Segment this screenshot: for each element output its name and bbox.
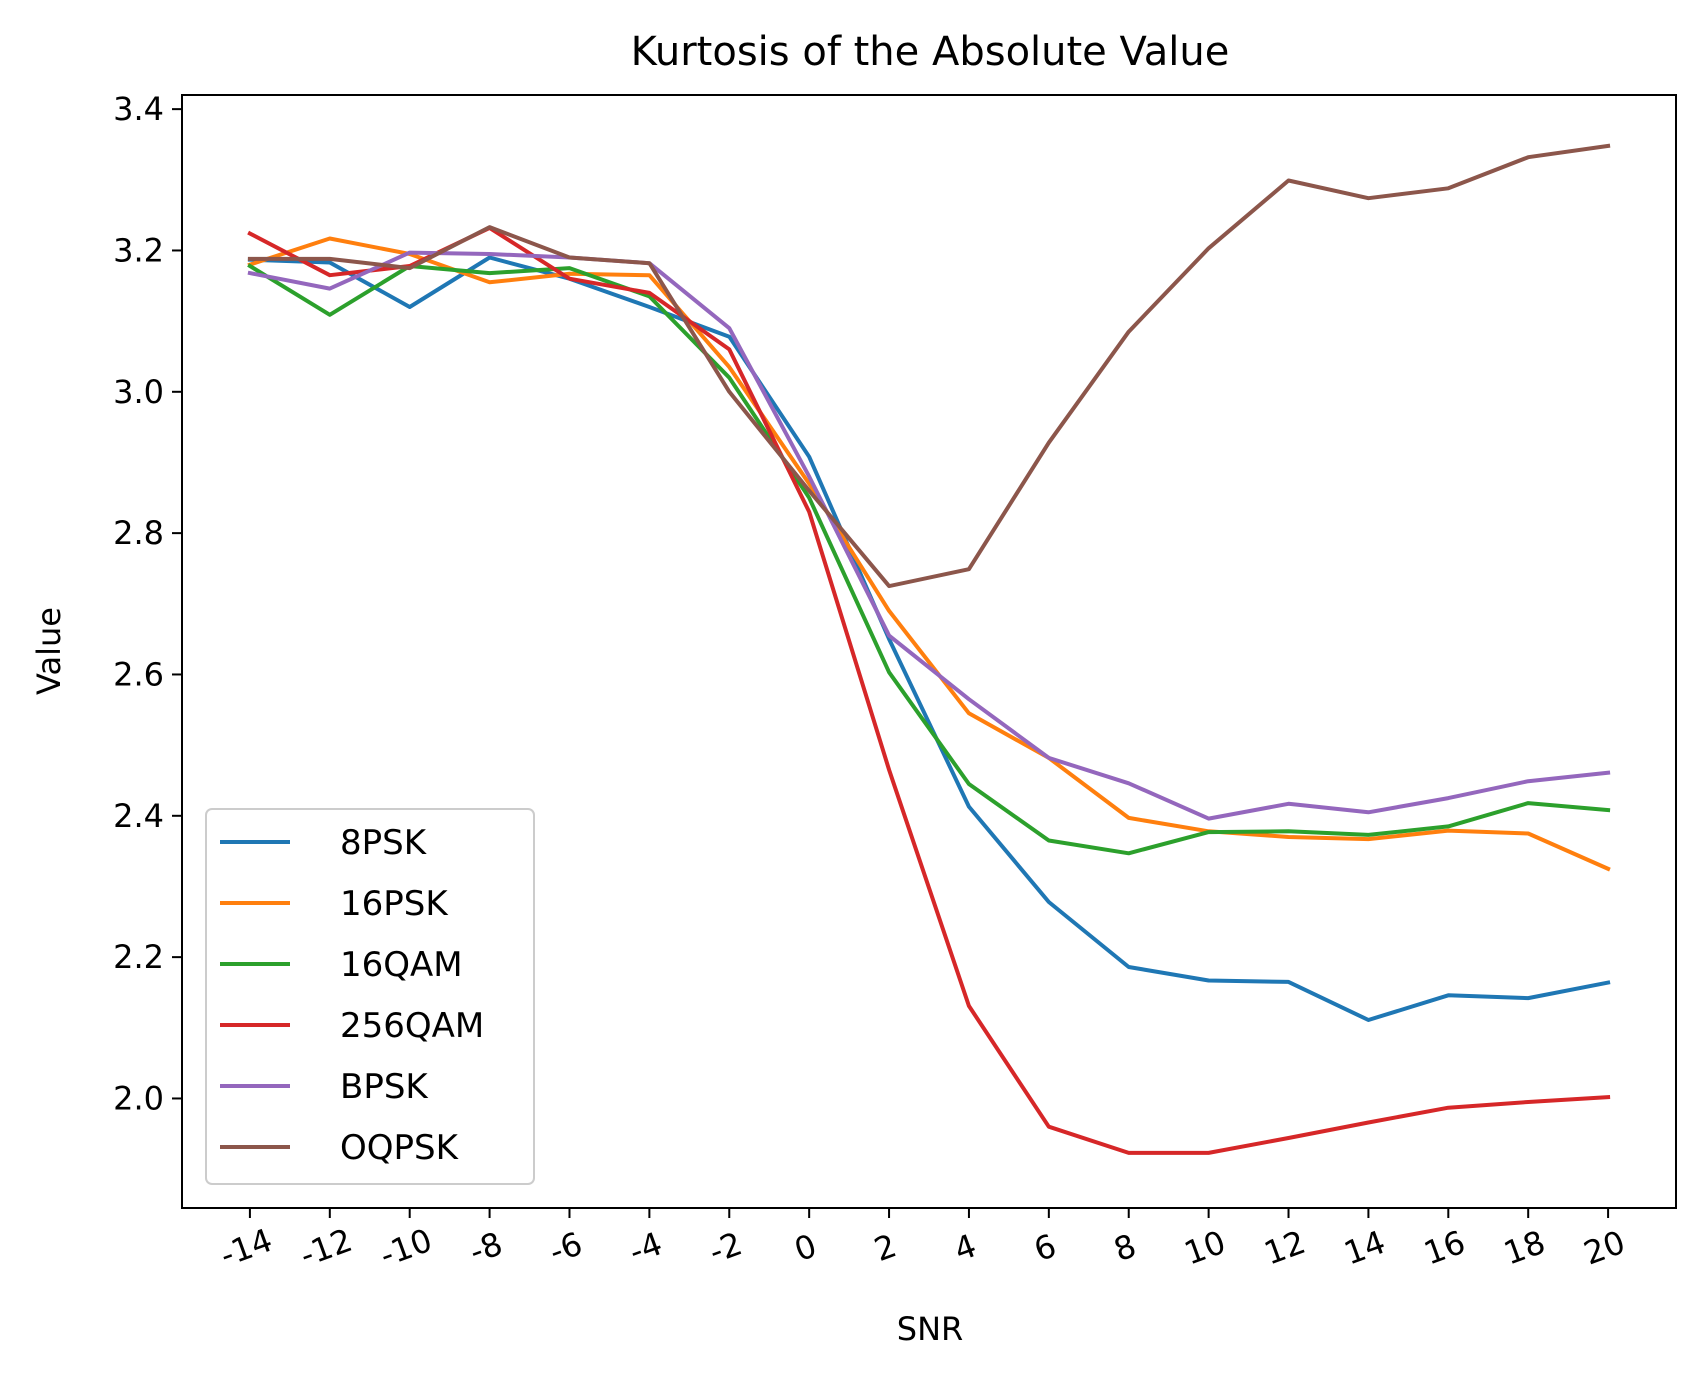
legend-label: OQPSK (340, 1128, 460, 1168)
y-tick-label: 3.0 (113, 373, 164, 411)
y-tick-label: 3.2 (113, 231, 164, 269)
legend-label: 8PSK (340, 823, 428, 863)
legend-label: BPSK (340, 1067, 429, 1107)
series-line-16qam (247, 263, 1611, 856)
y-tick-label: 2.6 (113, 655, 164, 693)
y-tick-label: 2.8 (113, 514, 164, 552)
chart-title: Kurtosis of the Absolute Value (631, 29, 1230, 75)
y-tick-label: 2.0 (113, 1079, 164, 1117)
axes-frame (181, 94, 1677, 1209)
legend-label: 16PSK (340, 884, 449, 924)
y-tick-label: 2.2 (113, 938, 164, 976)
series-line-oqpsk (247, 143, 1611, 589)
legend-label: 256QAM (340, 1006, 484, 1046)
legend: 8PSK 16PSK 16QAM 256QAM BPSK OQPSK (205, 808, 535, 1185)
legend-label: 16QAM (340, 945, 463, 985)
y-tick-label: 3.4 (113, 90, 164, 128)
plot-area (247, 143, 1611, 1155)
y-axis-label: Value (30, 607, 68, 695)
x-axis-label: SNR (897, 1310, 963, 1348)
y-tick-label: 2.4 (113, 797, 164, 835)
series-line-16psk (247, 236, 1611, 872)
series-line-8psk (247, 255, 1611, 1022)
series-line-bpsk (247, 250, 1611, 821)
